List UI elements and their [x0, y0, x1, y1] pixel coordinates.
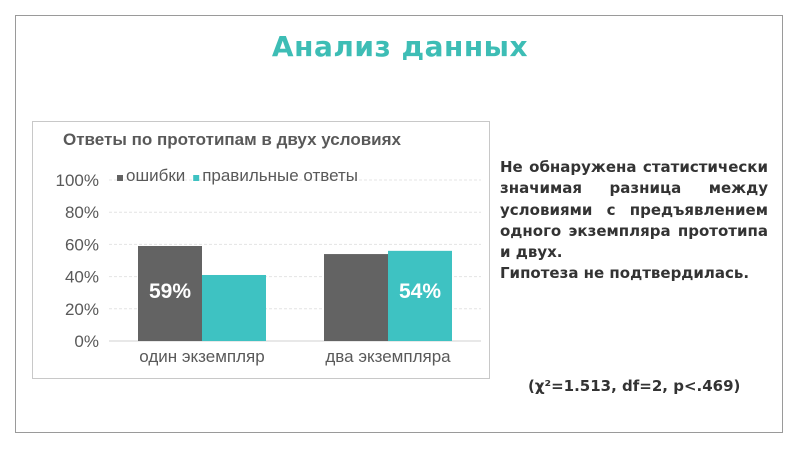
y-tick-label: 40%	[65, 268, 99, 287]
legend-label: ошибки	[126, 166, 185, 185]
data-label: 54%	[399, 280, 441, 303]
bar-errors	[138, 246, 202, 341]
chart-title: Ответы по прототипам в двух условиях	[63, 130, 401, 149]
y-tick-label: 100%	[56, 171, 99, 190]
x-tick-label: два экземпляра	[325, 347, 451, 366]
legend-swatch	[193, 175, 200, 181]
data-label: 59%	[149, 280, 191, 303]
y-tick-label: 80%	[65, 203, 99, 222]
y-tick-label: 60%	[65, 235, 99, 254]
hypothesis-text: Гипотеза не подтвердилась.	[500, 264, 750, 283]
legend-label: правильные ответы	[202, 166, 358, 185]
slide-frame	[15, 15, 783, 433]
bar-correct	[388, 250, 452, 341]
bar-chart: 0% 20% 40% 60% 80% 100% один экземпляр два экзе…	[56, 166, 481, 366]
conclusion-text: Не обнаружена статистически значимая раз…	[500, 158, 768, 262]
conclusion-block: Не обнаружена статистически значимая раз…	[500, 157, 768, 285]
chart-container: Ответы по прототипам в двух условиях 0% 2…	[32, 121, 490, 379]
y-tick-label: 20%	[65, 300, 99, 319]
stats-result: (χ²=1.513, df=2, p<.469)	[528, 377, 741, 395]
y-tick-label: 0%	[74, 332, 99, 351]
bar-correct	[202, 274, 266, 341]
bar-errors	[324, 254, 388, 341]
slide-title: Анализ данных	[271, 30, 529, 63]
x-tick-label: один экземпляр	[139, 347, 264, 366]
legend-swatch	[117, 175, 123, 181]
